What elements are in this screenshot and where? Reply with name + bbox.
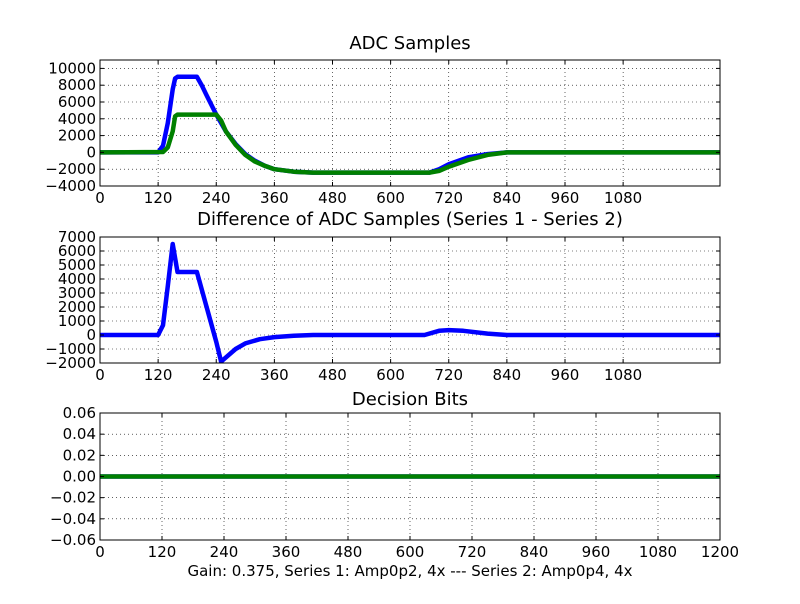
x-tick-label: 960 <box>582 543 611 561</box>
y-tick-label: 0.02 <box>63 446 96 464</box>
y-tick-label: 0.04 <box>63 425 96 443</box>
y-tick-label: −0.02 <box>50 489 96 507</box>
x-tick-label: 240 <box>202 366 231 384</box>
x-tick-label: 720 <box>434 189 463 207</box>
y-tick-label: −0.06 <box>50 531 96 549</box>
y-tick-label: 6000 <box>58 93 96 111</box>
y-tick-label: 7000 <box>58 228 96 246</box>
y-tick-label: −1000 <box>45 340 96 358</box>
x-axis-label: Gain: 0.375, Series 1: Amp0p2, 4x --- Se… <box>187 562 632 580</box>
y-tick-label: 0.06 <box>63 404 96 422</box>
y-tick-label: −4000 <box>45 177 96 195</box>
y-tick-label: 8000 <box>58 76 96 94</box>
x-tick-label: 1080 <box>604 366 642 384</box>
x-tick-label: 240 <box>210 543 239 561</box>
x-tick-label: 600 <box>376 366 405 384</box>
y-tick-label: 2000 <box>58 298 96 316</box>
x-tick-label: 0 <box>95 366 105 384</box>
y-tick-label: 0.00 <box>63 468 96 486</box>
x-tick-label: 480 <box>318 189 347 207</box>
x-tick-label: 360 <box>260 366 289 384</box>
y-tick-label: 5000 <box>58 256 96 274</box>
y-tick-label: 0 <box>86 326 96 344</box>
x-tick-label: 360 <box>272 543 301 561</box>
plot-difference: Difference of ADC Samples (Series 1 - Se… <box>45 209 721 384</box>
y-tick-label: 4000 <box>58 110 96 128</box>
x-tick-label: 1200 <box>701 543 739 561</box>
y-tick-label: −2000 <box>45 160 96 178</box>
y-tick-label: 10000 <box>48 59 96 77</box>
x-tick-label: 0 <box>95 543 105 561</box>
x-tick-label: 840 <box>493 366 522 384</box>
x-tick-label: 960 <box>551 189 580 207</box>
series-line-1 <box>100 241 720 363</box>
plot-decision-bits: Decision Bits 0 120 240 360 480 600 720 840 960 1… <box>50 389 739 561</box>
y-tick-label: 0 <box>86 143 96 161</box>
x-tick-label: 480 <box>334 543 363 561</box>
y-tick-label: 2000 <box>58 127 96 145</box>
x-tick-label: 840 <box>493 189 522 207</box>
y-tick-label: −0.04 <box>50 510 96 528</box>
y-tick-label: −2000 <box>45 354 96 372</box>
x-tick-label: 1080 <box>604 189 642 207</box>
x-tick-label: 120 <box>144 366 173 384</box>
x-tick-label: 720 <box>458 543 487 561</box>
x-tick-label: 600 <box>376 189 405 207</box>
plot-title: Decision Bits <box>352 389 468 410</box>
x-tick-label: 0 <box>95 189 105 207</box>
x-tick-label: 360 <box>260 189 289 207</box>
series-line-2 <box>100 112 720 175</box>
y-tick-label: 1000 <box>58 312 96 330</box>
x-tick-label: 480 <box>318 366 347 384</box>
y-tick-label: 6000 <box>58 242 96 260</box>
x-tick-label: 1080 <box>639 543 677 561</box>
plot-title: Difference of ADC Samples (Series 1 - Se… <box>197 209 623 230</box>
y-tick-label: 3000 <box>58 284 96 302</box>
axes-frame <box>99 236 721 364</box>
x-tick-label: 120 <box>148 543 177 561</box>
y-tick-label: 4000 <box>58 270 96 288</box>
plot-title: ADC Samples <box>349 33 470 54</box>
x-tick-label: 600 <box>396 543 425 561</box>
x-tick-label: 960 <box>551 366 580 384</box>
x-tick-label: 720 <box>434 366 463 384</box>
x-tick-label: 120 <box>144 189 173 207</box>
axes-frame <box>99 59 721 187</box>
plot-adc-samples: ADC Samples 0 120 240 360 480 600 720 840 960 108… <box>45 33 721 207</box>
x-tick-label: 240 <box>202 189 231 207</box>
x-tick-label: 840 <box>520 543 549 561</box>
